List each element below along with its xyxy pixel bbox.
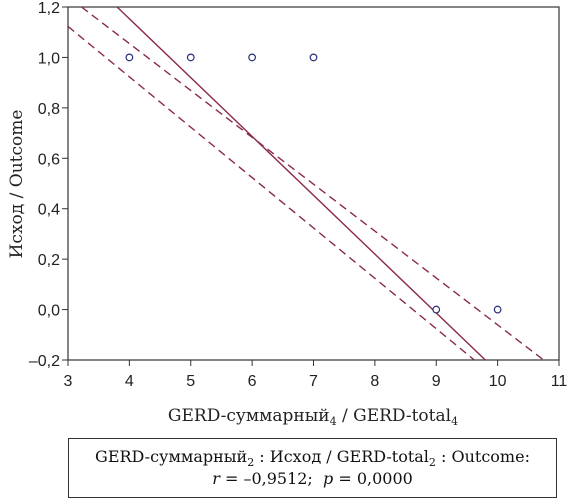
data-point	[432, 305, 441, 314]
scatter-chart: 3 4 5 6 7 8 9 10 11 –0,2 0,0 0,2 0,4 0,6 0,8 1,0 1,2 Исх…	[7, 0, 568, 428]
plot-area: 3 4 5 6 7 8 9 10 11 –0,2 0,0 0,2 0,4 0,6 0,8 1,0 1,2	[29, 0, 568, 390]
data-point	[493, 305, 502, 314]
stats-var-c: : Outcome:	[435, 447, 530, 466]
x-tick-label: 8	[370, 373, 379, 390]
r-symbol: r	[212, 469, 220, 488]
data-point	[248, 53, 257, 62]
p-value: = 0,0000	[333, 469, 413, 488]
y-tick-label: 0,6	[38, 151, 60, 168]
x-axis-title-part2: GERD-total	[353, 406, 451, 426]
x-tick-label: 6	[248, 373, 257, 390]
y-tick-label: 0,2	[38, 252, 60, 269]
x-axis-title-part1: GERD-суммарный	[168, 406, 330, 426]
stats-var-b: : Исход / GERD-total	[254, 447, 429, 466]
confidence-band-upper	[81, 7, 545, 360]
r-value: = –0,9512;	[219, 469, 323, 488]
y-tick-label: 0,0	[38, 303, 60, 320]
x-tick-label: 11	[551, 373, 568, 390]
data-point	[125, 53, 134, 62]
stats-var-a-sub: 2	[247, 456, 255, 470]
x-tick-label: 3	[64, 373, 73, 390]
x-tick-label: 4	[125, 373, 134, 390]
y-axis-title: Исход / Outcome	[7, 110, 27, 259]
y-tick-label: 0,8	[38, 101, 60, 118]
data-point	[186, 53, 195, 62]
y-axis-title-group: Исход / Outcome	[7, 110, 27, 259]
x-axis-title: GERD-суммарный4 / GERD-total4	[168, 406, 458, 428]
x-axis-title-sub2: 4	[451, 415, 458, 428]
data-point	[309, 53, 318, 62]
stats-var-b-sub: 2	[428, 456, 436, 470]
x-tick-label: 5	[186, 373, 195, 390]
confidence-band-lower	[68, 25, 475, 360]
x-axis-title-sub1: 4	[330, 415, 337, 428]
y-tick-label: 0,4	[38, 202, 60, 219]
statistics-box: GERD-суммарный2 : Исход / GERD-total2 : …	[68, 438, 557, 498]
p-symbol: p	[322, 469, 334, 488]
stats-line-2: r = –0,9512; p = 0,0000	[69, 468, 556, 490]
x-tick-label: 7	[309, 373, 318, 390]
x-tick-label: 9	[432, 373, 441, 390]
regression-line	[116, 7, 486, 360]
x-tick-label: 10	[489, 373, 507, 390]
y-tick-label: 1,2	[38, 0, 60, 17]
y-tick-label: 1,0	[38, 50, 60, 67]
x-axis-title-sep: /	[337, 406, 354, 426]
stats-var-a: GERD-суммарный	[95, 447, 248, 466]
y-tick-label: –0,2	[29, 353, 60, 370]
stats-line-1: GERD-суммарный2 : Исход / GERD-total2 : …	[69, 446, 556, 468]
